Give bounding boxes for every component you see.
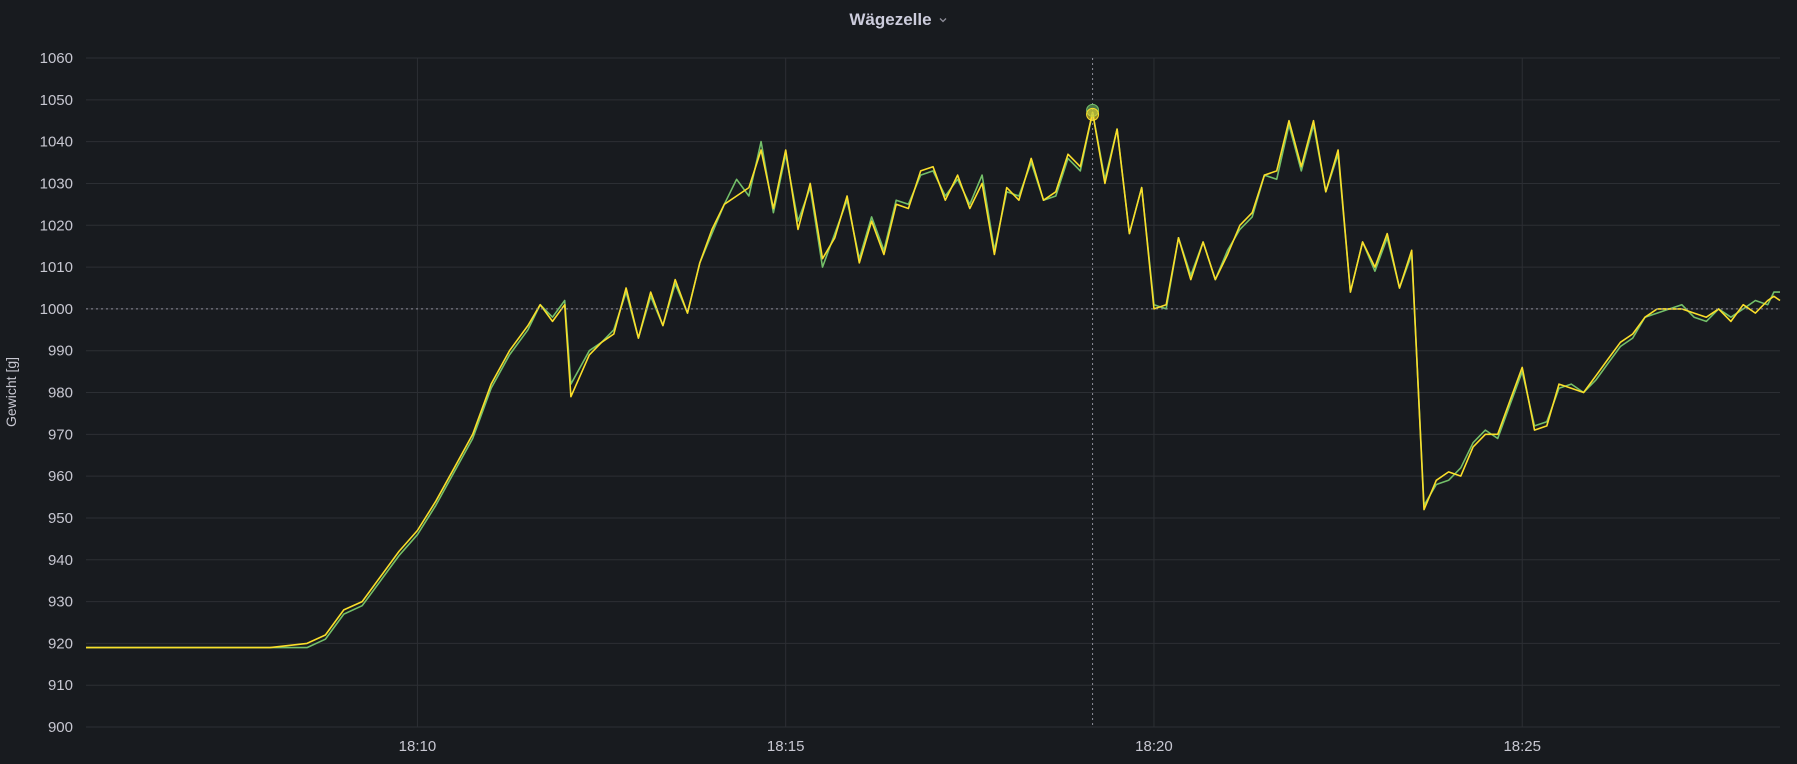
panel-title[interactable]: Wägezelle (849, 10, 932, 29)
chevron-down-icon[interactable] (938, 15, 948, 25)
x-tick-label: 18:10 (399, 738, 437, 755)
y-tick-label: 1030 (40, 175, 73, 192)
x-tick-label: 18:25 (1503, 738, 1541, 755)
y-tick-label: 1000 (40, 301, 73, 318)
y-tick-label: 920 (48, 635, 73, 652)
y-tick-label: 970 (48, 426, 73, 443)
y-tick-label: 1020 (40, 217, 73, 234)
y-tick-label: 1060 (40, 50, 73, 67)
panel-header: Wägezelle (0, 0, 1797, 40)
y-tick-label: 960 (48, 468, 73, 485)
y-tick-label: 990 (48, 343, 73, 360)
series-line-1[interactable] (86, 111, 1780, 649)
y-tick-label: 1050 (40, 92, 73, 109)
y-tick-label: 980 (48, 385, 73, 402)
y-tick-label: 1040 (40, 134, 73, 151)
y-tick-label: 940 (48, 552, 73, 569)
x-tick-label: 18:20 (1135, 738, 1173, 755)
y-tick-label: 930 (48, 594, 73, 611)
hover-point-marker (1086, 107, 1100, 121)
y-tick-label: 900 (48, 719, 73, 736)
y-tick-label: 950 (48, 510, 73, 527)
y-tick-label: 1010 (40, 259, 73, 276)
x-tick-label: 18:15 (767, 738, 805, 755)
y-tick-label: 910 (48, 677, 73, 694)
series-line-2[interactable] (86, 111, 1781, 649)
y-axis-label: Gewicht [g] (3, 357, 19, 427)
